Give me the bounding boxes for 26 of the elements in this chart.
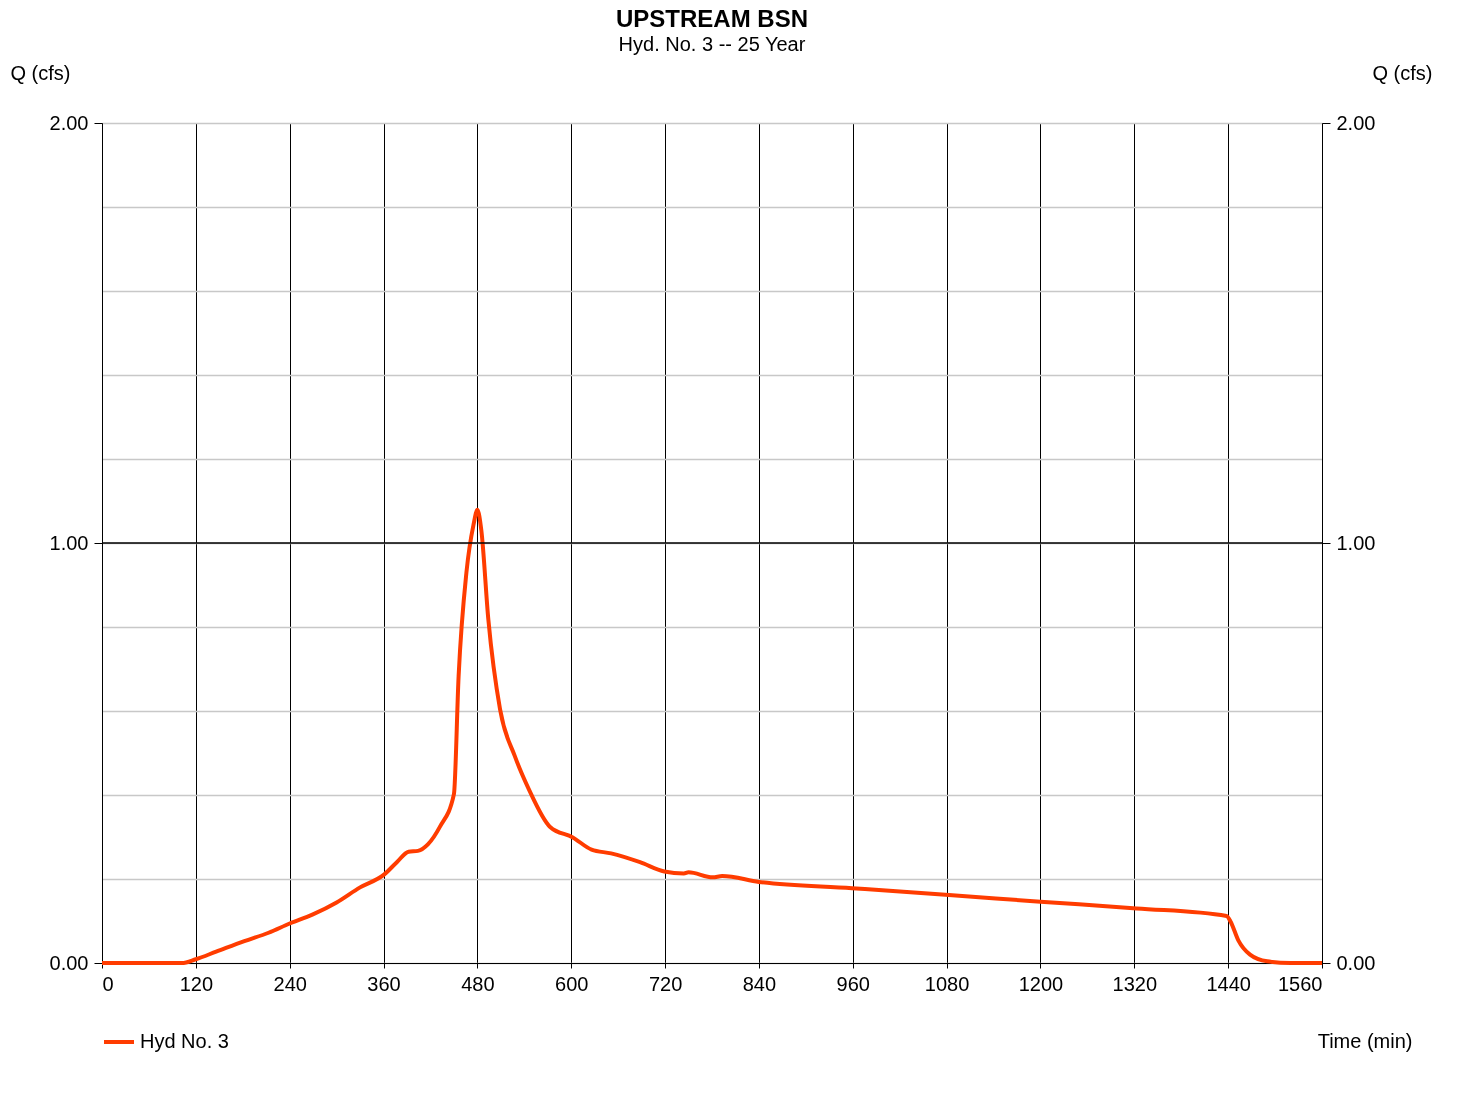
x-tick-label: 1560 bbox=[1278, 972, 1323, 995]
x-tick-label: 1080 bbox=[924, 972, 970, 995]
x-tick-label: 840 bbox=[742, 972, 777, 995]
y2-tick-label: 0.00 bbox=[1336, 951, 1376, 974]
y-tick-label: 2.00 bbox=[49, 111, 89, 134]
x-tick-label: 0 bbox=[102, 972, 114, 995]
y2-axis-title: Q (cfs) bbox=[1372, 61, 1433, 84]
legend-label: Hyd No. 3 bbox=[140, 1030, 229, 1052]
x-tick-label: 1440 bbox=[1206, 972, 1251, 995]
y2-tick-label: 1.00 bbox=[1336, 531, 1376, 554]
chart-title: UPSTREAM BSN bbox=[615, 5, 809, 32]
x-axis-title: Time (min) bbox=[1317, 1029, 1413, 1052]
x-tick-label: 960 bbox=[836, 972, 870, 995]
y-axis-title: Q (cfs) bbox=[10, 61, 71, 84]
y-tick-label: 1.00 bbox=[49, 531, 89, 554]
x-tick-label: 1320 bbox=[1112, 972, 1158, 995]
x-tick-label: 240 bbox=[273, 972, 307, 995]
x-tick-label: 1200 bbox=[1018, 972, 1064, 995]
y2-tick-label: 2.00 bbox=[1336, 111, 1376, 134]
x-tick-label: 360 bbox=[367, 972, 401, 995]
x-tick-label: 480 bbox=[461, 972, 495, 995]
x-tick-label: 120 bbox=[179, 972, 214, 995]
x-tick-label: 720 bbox=[648, 972, 683, 995]
chart-subtitle: Hyd. No. 3 -- 25 Year bbox=[618, 33, 806, 55]
y-tick-label: 0.00 bbox=[49, 951, 89, 974]
x-tick-label: 600 bbox=[555, 972, 589, 995]
